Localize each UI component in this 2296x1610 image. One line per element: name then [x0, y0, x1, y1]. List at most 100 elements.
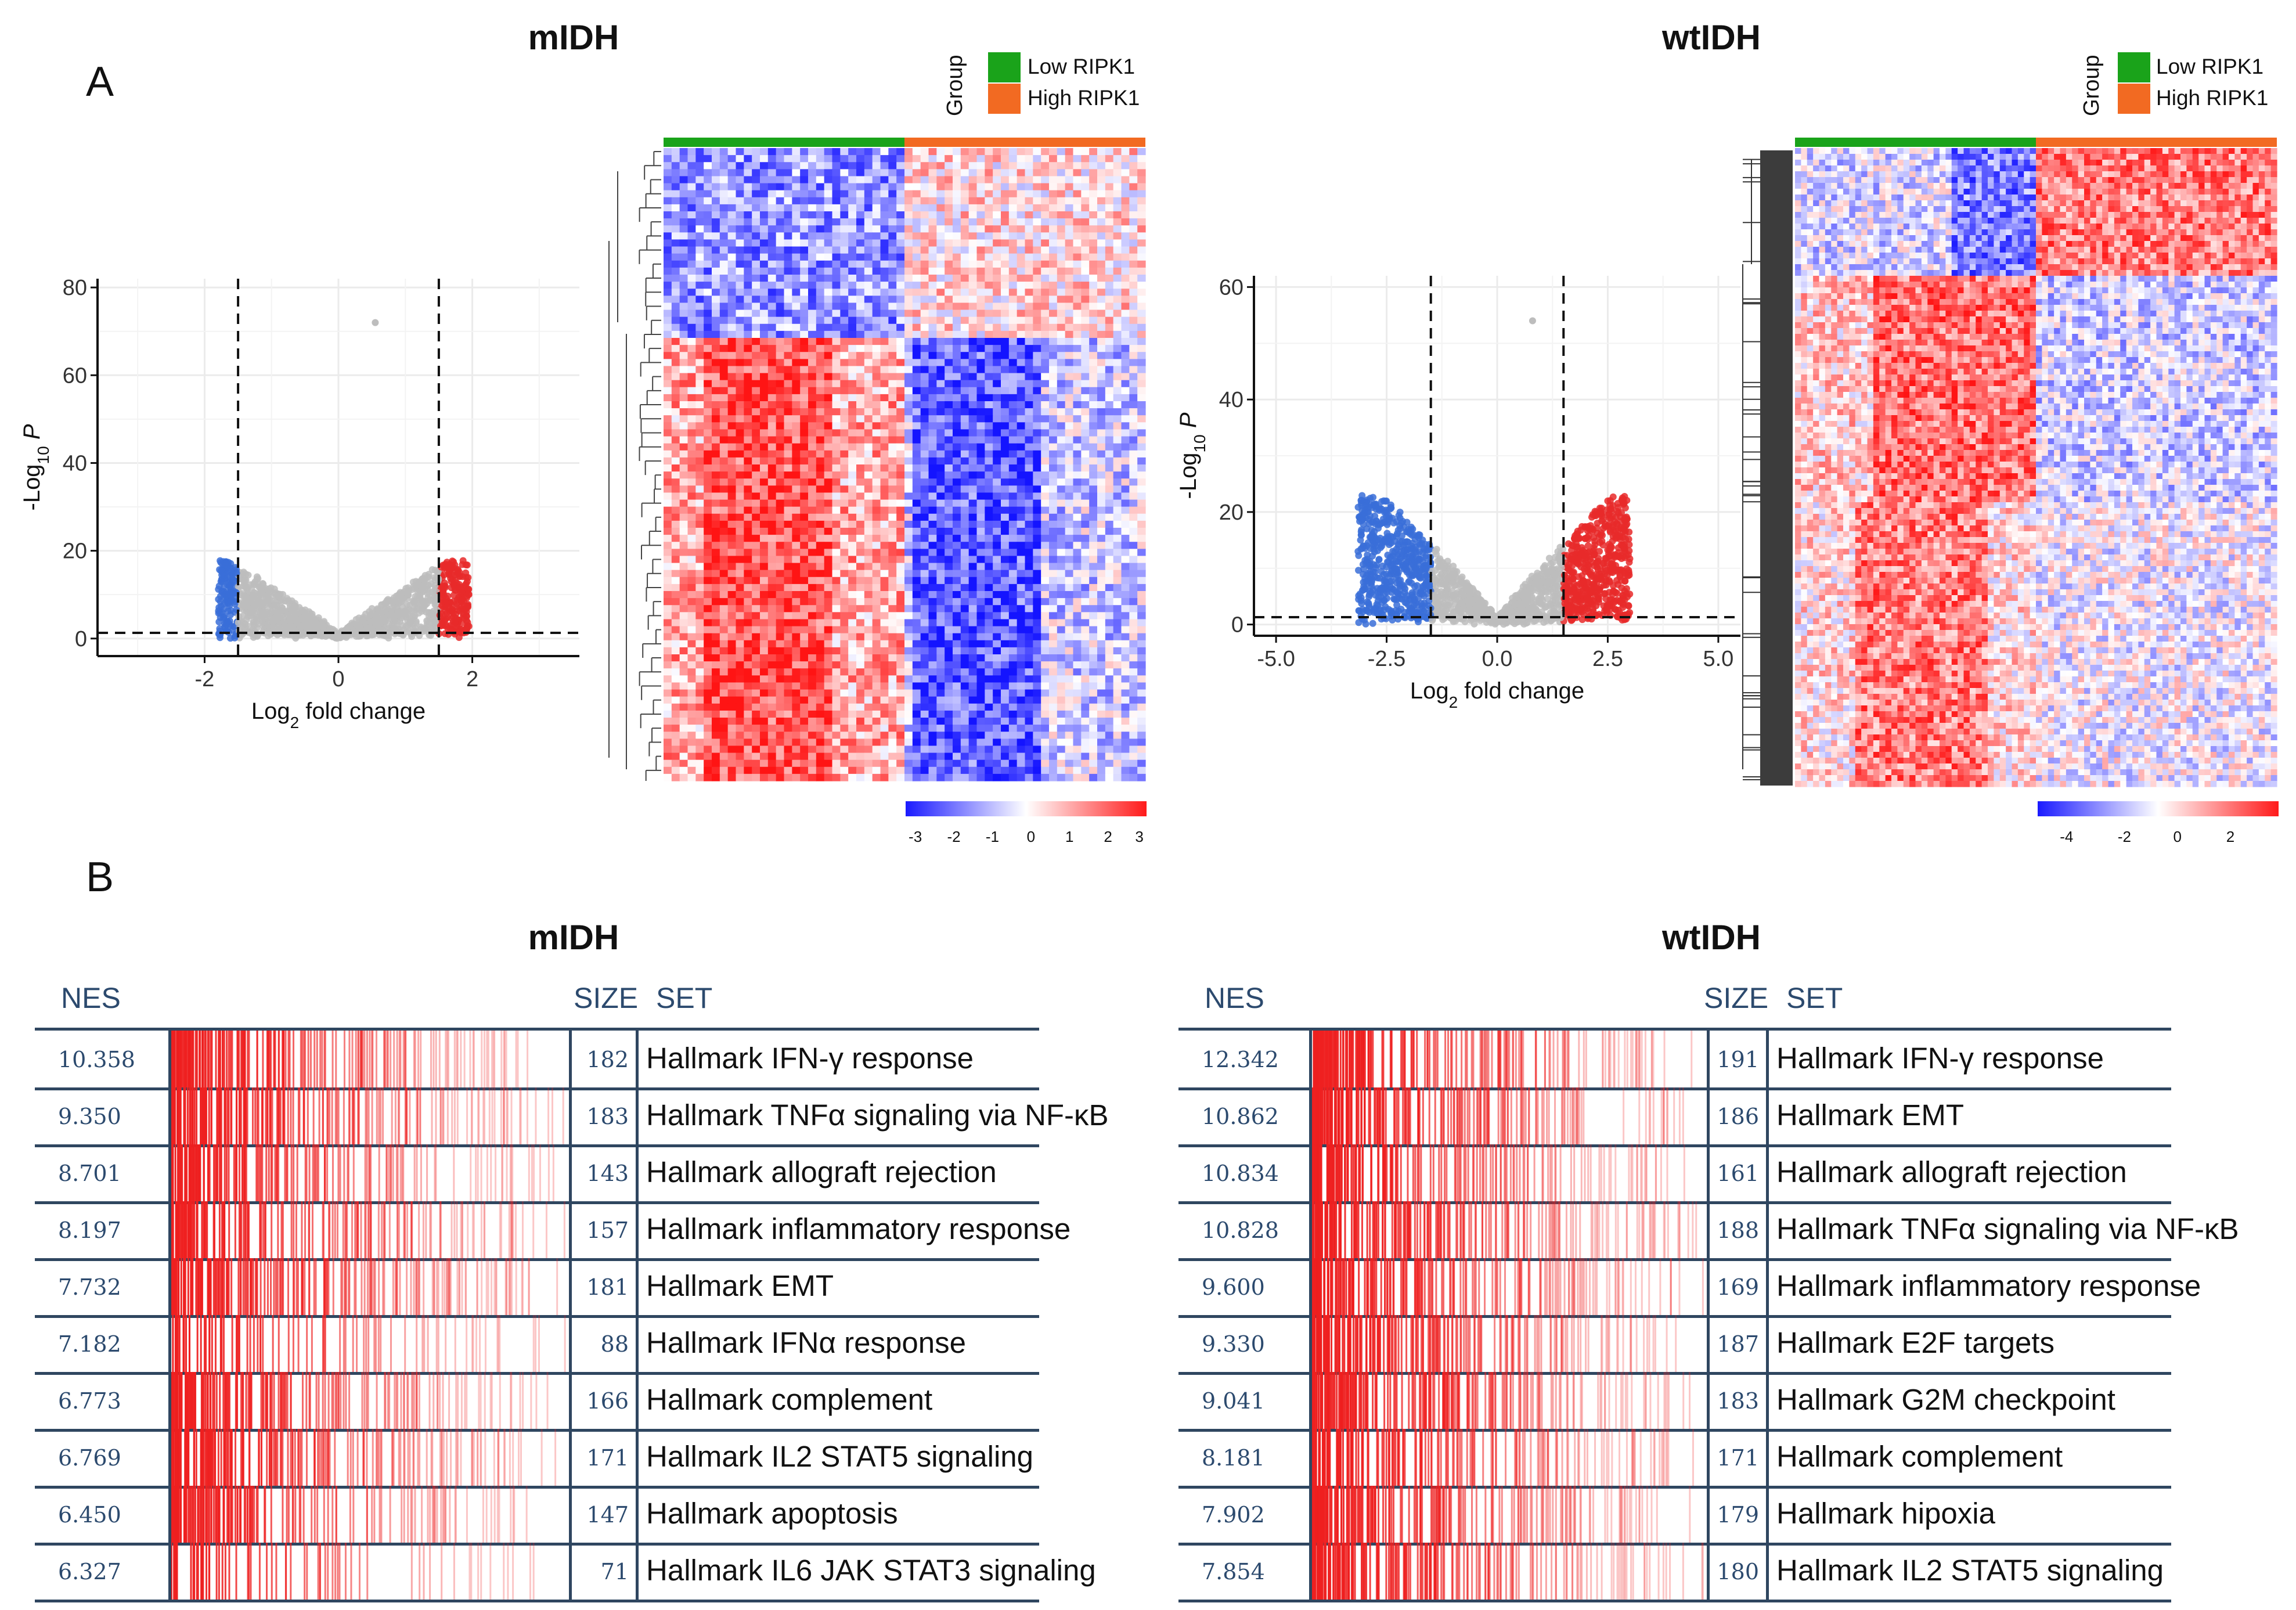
heatmap-cell: [896, 239, 905, 247]
point-ns: [374, 622, 381, 630]
point-ns: [1551, 571, 1559, 578]
point-ns: [1541, 613, 1549, 621]
heatmap-cell: [928, 169, 937, 177]
heatmap-cell: [800, 246, 809, 254]
heatmap-cell: [936, 169, 945, 177]
heatmap-cell: [816, 148, 825, 156]
point-down: [216, 625, 224, 632]
point-down: [1355, 567, 1363, 574]
heatmap-cell: [1073, 148, 1082, 156]
heatmap-cell: [968, 275, 978, 282]
heatmap-cell: [767, 211, 777, 219]
heatmap-cell: [976, 204, 985, 212]
heatmap-cell: [856, 148, 865, 156]
point-ns: [1520, 620, 1528, 628]
point-ns: [394, 608, 402, 615]
heatmap-cell: [832, 148, 841, 156]
point-down: [1373, 561, 1381, 569]
heatmap-cell: [880, 155, 889, 163]
point-ns: [1541, 562, 1549, 570]
heatmap-cell: [904, 253, 913, 261]
heatmap-cell: [976, 197, 985, 205]
heatmap-cell: [712, 309, 720, 318]
heatmap-cell: [936, 289, 945, 296]
heatmap-cell: [832, 309, 841, 318]
heatmap-cell: [1137, 275, 1146, 282]
heatmap-cell: [976, 246, 985, 254]
heatmap-cell: [953, 232, 961, 240]
point-up: [1576, 598, 1583, 606]
heatmap-cell: [776, 197, 785, 205]
point-up: [1576, 580, 1584, 588]
heatmap-cell: [752, 169, 760, 177]
heatmap-cell: [1113, 169, 1122, 177]
heatmap-cell: [1001, 225, 1010, 233]
point-ns: [1465, 588, 1473, 595]
heatmap-cell: [712, 183, 720, 191]
heatmap-cell: [1129, 204, 1138, 212]
heatmap-cell: [912, 155, 921, 163]
point-ns: [1500, 621, 1508, 628]
heatmap-cell: [896, 289, 905, 296]
point-ns: [1519, 583, 1527, 590]
heatmap-cell: [776, 232, 785, 240]
heatmap-cell: [704, 190, 712, 198]
heatmap-cell: [936, 218, 945, 226]
heatmap-cell: [1137, 302, 1146, 311]
point-up: [1595, 532, 1603, 540]
heatmap-cell: [832, 176, 841, 184]
heatmap-cell: [760, 232, 769, 240]
heatmap-cell: [800, 183, 809, 191]
heatmap-cell: [856, 246, 865, 254]
point-up: [1606, 578, 1614, 586]
x-tick-label: 2.5: [1592, 647, 1623, 671]
y-axis-label: -Log10 P: [1176, 412, 1209, 499]
heatmap-cell: [1137, 155, 1146, 163]
heatmap-cell: [1033, 309, 1041, 318]
heatmap-cell: [792, 246, 801, 254]
heatmap-cell: [816, 260, 825, 268]
point-down: [1412, 543, 1419, 551]
heatmap-cell: [1137, 162, 1146, 170]
heatmap-cell: [1137, 183, 1146, 191]
heatmap-cell: [1089, 260, 1098, 268]
heatmap-cell: [856, 260, 865, 268]
heatmap-cell: [704, 197, 712, 205]
heatmap-cell: [993, 316, 1001, 325]
point-ns: [416, 592, 424, 600]
point-ns: [1443, 594, 1450, 602]
heatmap-cell: [1049, 296, 1058, 304]
heatmap-cell: [727, 155, 737, 163]
heatmap-cell: [1057, 169, 1066, 177]
point-ns: [250, 619, 257, 626]
heatmap-cell: [784, 267, 792, 275]
point-down: [1376, 574, 1383, 582]
heatmap-cell: [960, 155, 969, 163]
heatmap-cell: [1041, 309, 1050, 318]
heatmap-cell: [1105, 275, 1114, 282]
heatmap-cell: [752, 309, 760, 318]
heatmap-cell: [840, 155, 849, 163]
heatmap-cell: [664, 275, 672, 282]
heatmap-cell: [727, 316, 737, 325]
heatmap-cell: [744, 296, 752, 304]
heatmap-cell: [824, 316, 833, 325]
heatmap-cell: [712, 169, 720, 177]
heatmap-cell: [848, 275, 857, 282]
point-ns: [242, 571, 250, 578]
heatmap-cell: [976, 155, 985, 163]
heatmap-cell: [848, 218, 857, 226]
point-up: [461, 584, 468, 591]
heatmap-cell: [856, 155, 865, 163]
heatmap-cell: [945, 282, 953, 289]
heatmap-cell: [792, 183, 801, 191]
heatmap-cell: [1041, 197, 1050, 205]
point-up: [457, 589, 464, 596]
y-axis-label: -Log10 P: [19, 424, 52, 510]
heatmap-cell: [904, 183, 913, 191]
point-ns: [281, 622, 289, 629]
heatmap-cell: [704, 309, 712, 318]
heatmap-cell: [1097, 260, 1106, 268]
heatmap-cell: [848, 246, 857, 254]
heatmap-cell: [719, 197, 729, 205]
